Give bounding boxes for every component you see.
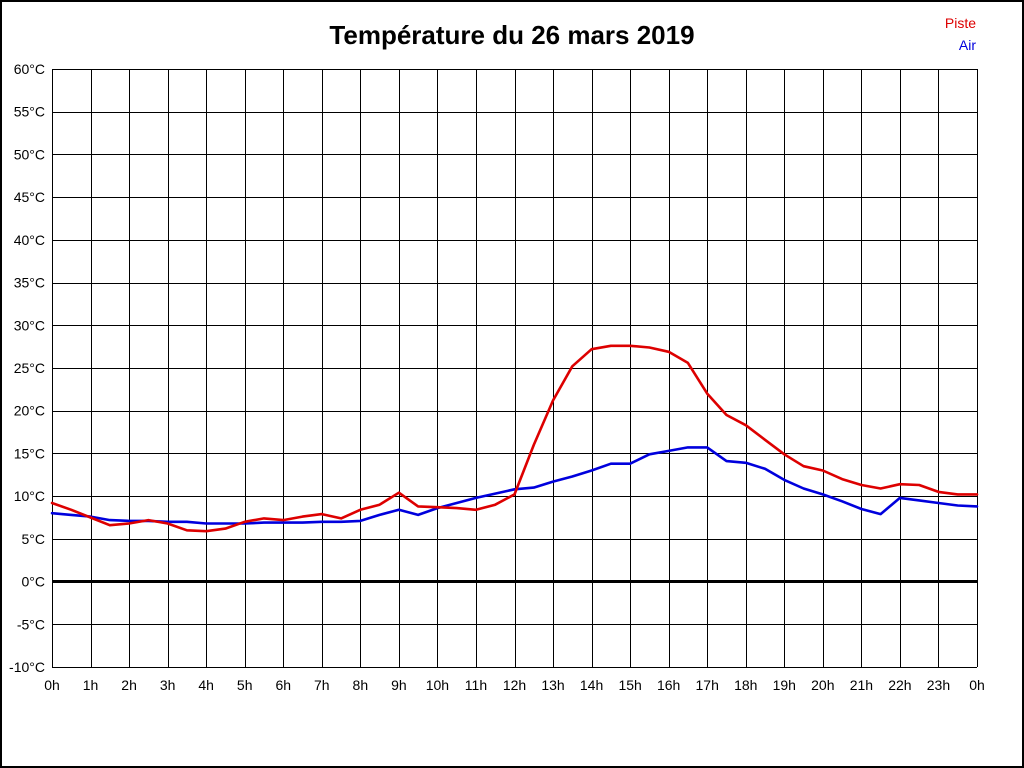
x-axis-label: 0h bbox=[969, 677, 985, 693]
x-axis-label: 10h bbox=[426, 677, 449, 693]
y-axis-label: 10°C bbox=[14, 488, 45, 504]
legend-item-piste: Piste bbox=[944, 15, 976, 31]
x-axis-label: 11h bbox=[465, 677, 487, 693]
y-axis-label: 35°C bbox=[14, 275, 45, 291]
y-axis-label: 45°C bbox=[14, 189, 45, 205]
y-axis-label: 55°C bbox=[14, 104, 45, 120]
y-axis-label: 25°C bbox=[14, 360, 45, 376]
x-axis-label: 22h bbox=[888, 677, 911, 693]
x-axis-label: 3h bbox=[160, 677, 176, 693]
y-axis-label: 60°C bbox=[14, 61, 45, 77]
legend: Piste Air bbox=[945, 14, 976, 54]
x-axis-label: 21h bbox=[850, 677, 873, 693]
y-axis-label: 40°C bbox=[14, 232, 45, 248]
x-axis-label: 2h bbox=[121, 677, 137, 693]
y-axis-label: -5°C bbox=[17, 616, 45, 632]
legend-item-air: Air bbox=[958, 37, 976, 53]
x-axis-label: 6h bbox=[275, 677, 291, 693]
y-axis-label: 0°C bbox=[22, 574, 46, 590]
y-axis-label: 20°C bbox=[14, 403, 45, 419]
x-axis-label: 7h bbox=[314, 677, 330, 693]
x-axis-label: 0h bbox=[44, 677, 60, 693]
x-axis-label: 1h bbox=[83, 677, 99, 693]
x-axis-label: 15h bbox=[618, 677, 641, 693]
grid bbox=[52, 69, 978, 668]
x-axis-label: 17h bbox=[696, 677, 719, 693]
x-axis-label: 19h bbox=[773, 677, 796, 693]
x-axis-label: 20h bbox=[811, 677, 834, 693]
x-axis-label: 18h bbox=[734, 677, 757, 693]
series-air bbox=[50, 446, 979, 525]
x-axis-label: 12h bbox=[503, 677, 526, 693]
y-axis-label: 50°C bbox=[14, 146, 45, 162]
chart-title: Température du 26 mars 2019 bbox=[329, 20, 695, 50]
x-axis-label: 4h bbox=[198, 677, 214, 693]
x-axis-label: 23h bbox=[927, 677, 950, 693]
y-axis-label: -10°C bbox=[9, 659, 45, 675]
series-piste bbox=[50, 344, 979, 533]
x-axis-label: 9h bbox=[391, 677, 407, 693]
x-axis-label: 16h bbox=[657, 677, 680, 693]
y-axis-label: 5°C bbox=[22, 531, 46, 547]
x-axis-label: 13h bbox=[541, 677, 564, 693]
y-axis-label: 15°C bbox=[14, 445, 45, 461]
x-axis-label: 14h bbox=[580, 677, 603, 693]
x-axis-labels: 0h 1h 2h 3h 4h 5h 6h 7h 8h 9h 10h 11h 12h 13h 14h 15h 16… bbox=[44, 677, 985, 693]
x-axis-label: 5h bbox=[237, 677, 253, 693]
x-axis-label: 8h bbox=[353, 677, 369, 693]
y-axis-label: 30°C bbox=[14, 317, 45, 333]
y-axis-labels: 60°C 55°C 50°C 45°C 40°C 35°C 30°C 25°C 20°C 15°C… bbox=[9, 61, 45, 675]
